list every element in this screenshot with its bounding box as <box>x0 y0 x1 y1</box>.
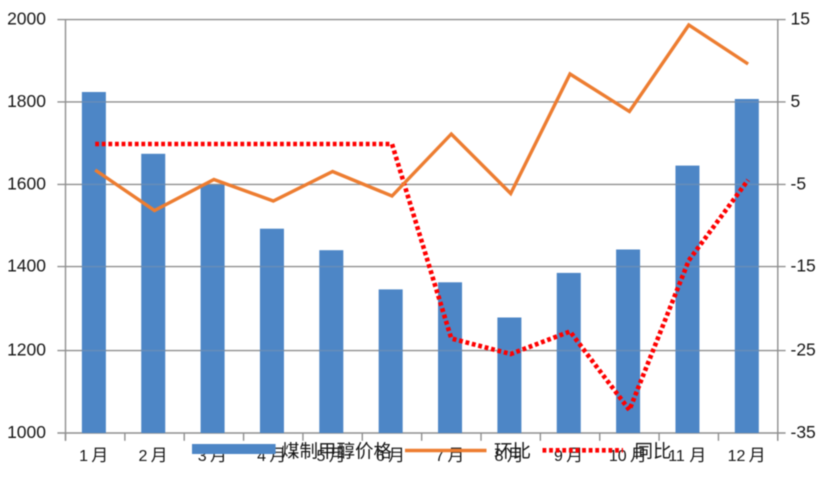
svg-text:1000: 1000 <box>7 422 46 442</box>
svg-text:5: 5 <box>317 448 326 465</box>
svg-text:8: 8 <box>495 448 504 465</box>
svg-text:1200: 1200 <box>7 340 46 360</box>
svg-text:1600: 1600 <box>7 173 46 193</box>
svg-text:-35: -35 <box>791 422 816 442</box>
svg-text:-15: -15 <box>791 256 816 276</box>
svg-text:6: 6 <box>376 448 385 465</box>
svg-text:-25: -25 <box>791 340 816 360</box>
svg-text:1: 1 <box>79 448 88 465</box>
svg-text:-5: -5 <box>791 173 807 193</box>
svg-text:9: 9 <box>554 448 563 465</box>
svg-text:1400: 1400 <box>7 256 46 276</box>
svg-text:3: 3 <box>198 448 207 465</box>
svg-text:4: 4 <box>257 448 266 465</box>
svg-text:2: 2 <box>138 448 147 465</box>
svg-text:15: 15 <box>791 9 810 29</box>
svg-text:2000: 2000 <box>7 9 46 29</box>
svg-text:7: 7 <box>435 448 444 465</box>
svg-text:5: 5 <box>791 91 801 111</box>
svg-text:11: 11 <box>668 448 685 465</box>
svg-text:12: 12 <box>728 448 746 465</box>
svg-text:1800: 1800 <box>7 91 46 111</box>
